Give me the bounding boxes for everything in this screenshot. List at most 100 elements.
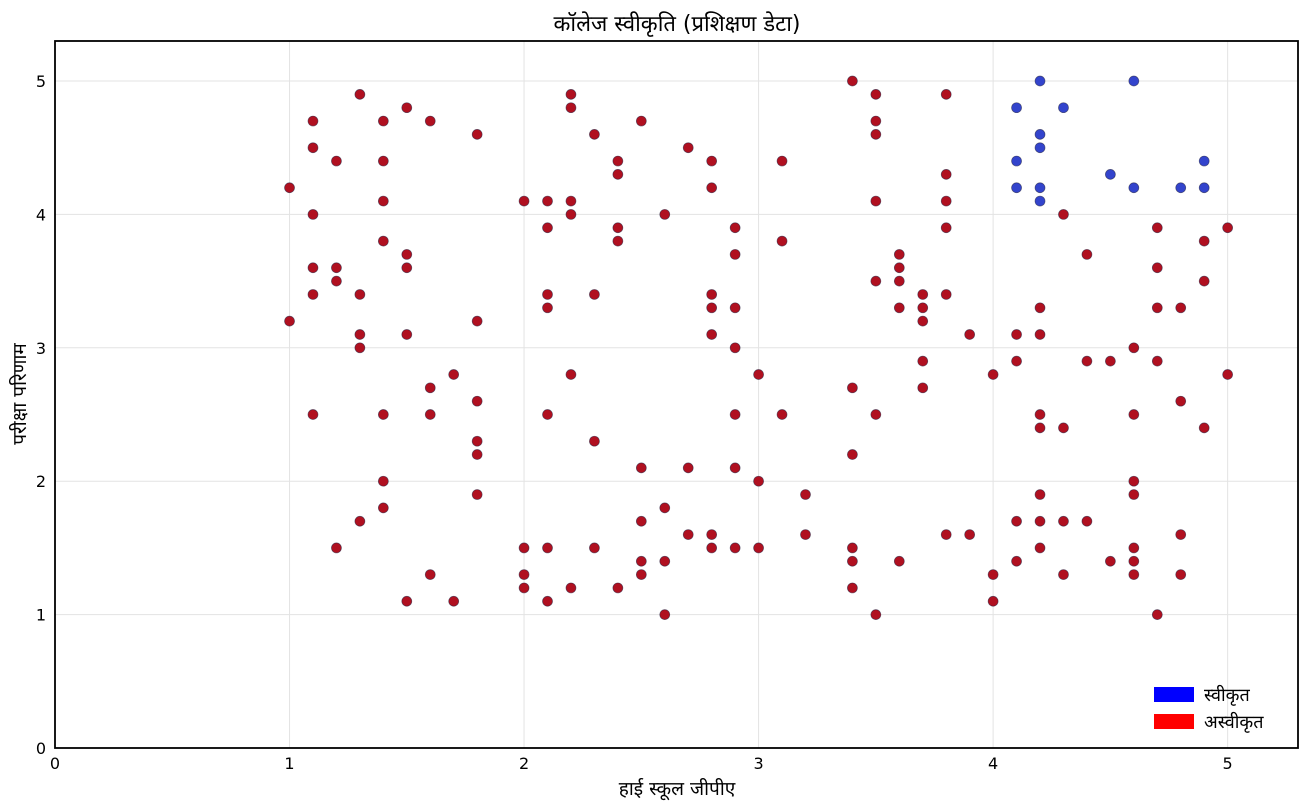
y-tick-label: 1 — [36, 606, 46, 625]
data-point-rejected — [471, 489, 483, 500]
data-point-rejected — [354, 329, 366, 340]
data-point-rejected — [940, 195, 952, 207]
data-point-rejected — [1175, 395, 1187, 407]
data-point-rejected — [987, 369, 999, 380]
data-point-rejected — [917, 355, 929, 367]
data-point-rejected — [589, 542, 600, 554]
data-point-rejected — [1011, 555, 1022, 567]
data-point-rejected — [1105, 355, 1116, 367]
data-point-rejected — [776, 155, 788, 167]
data-point-rejected — [1011, 515, 1022, 527]
data-point-rejected — [870, 275, 882, 287]
data-point-rejected — [1198, 275, 1210, 287]
data-point-rejected — [471, 449, 483, 460]
data-point-rejected — [870, 89, 882, 100]
y-axis-label: परीक्षा परिणाम — [8, 343, 31, 445]
plot-area-frame — [54, 40, 1299, 749]
data-point-rejected — [307, 115, 319, 127]
data-point-rejected — [917, 315, 929, 327]
data-point-rejected — [471, 129, 483, 140]
data-point-rejected — [424, 569, 436, 580]
data-point-rejected — [589, 129, 600, 140]
x-axis-label: हाई स्कूल जीपीए — [619, 777, 736, 801]
data-point-accepted — [1034, 129, 1046, 140]
data-point-rejected — [659, 555, 671, 567]
data-point-rejected — [635, 555, 647, 567]
data-point-rejected — [1222, 222, 1233, 234]
data-point-rejected — [1151, 302, 1163, 314]
data-point-rejected — [307, 142, 319, 154]
data-point-accepted — [1034, 75, 1046, 87]
data-point-rejected — [729, 409, 741, 420]
data-point-rejected — [542, 409, 553, 420]
data-point-accepted — [1011, 102, 1022, 114]
data-point-rejected — [1081, 515, 1093, 527]
data-point-rejected — [354, 289, 366, 300]
data-points — [284, 75, 1233, 620]
data-point-accepted — [1011, 182, 1022, 194]
data-point-rejected — [424, 115, 436, 127]
data-point-rejected — [307, 289, 319, 300]
data-point-rejected — [635, 569, 647, 580]
data-point-rejected — [682, 462, 694, 474]
data-point-rejected — [377, 115, 389, 127]
data-point-rejected — [659, 209, 671, 220]
data-point-rejected — [800, 489, 811, 500]
data-point-accepted — [1011, 155, 1022, 167]
legend-swatch-accepted — [1154, 687, 1194, 702]
data-point-rejected — [729, 302, 741, 314]
data-point-rejected — [354, 515, 366, 527]
data-point-rejected — [354, 342, 366, 354]
data-point-rejected — [940, 529, 952, 540]
data-point-rejected — [1222, 369, 1233, 380]
y-tick-label: 4 — [36, 205, 46, 224]
data-point-rejected — [1058, 209, 1069, 220]
data-point-rejected — [753, 475, 764, 487]
data-point-rejected — [1081, 355, 1093, 367]
data-point-rejected — [1058, 422, 1069, 434]
data-point-rejected — [893, 555, 905, 567]
data-point-rejected — [448, 595, 460, 607]
data-point-rejected — [1128, 569, 1140, 580]
data-point-rejected — [401, 595, 413, 607]
x-tick-label: 0 — [50, 754, 60, 773]
data-point-rejected — [542, 595, 553, 607]
data-point-rejected — [776, 409, 788, 420]
data-point-rejected — [870, 115, 882, 127]
data-point-rejected — [870, 409, 882, 420]
data-point-rejected — [518, 569, 530, 580]
data-point-rejected — [1034, 542, 1046, 554]
y-tick-label: 2 — [36, 472, 46, 491]
y-tick-label: 0 — [36, 739, 46, 758]
data-point-rejected — [1034, 489, 1046, 500]
data-point-rejected — [635, 115, 647, 127]
data-point-rejected — [1034, 409, 1046, 420]
data-point-rejected — [1175, 529, 1187, 540]
data-point-rejected — [870, 195, 882, 207]
data-point-rejected — [847, 582, 858, 594]
data-point-rejected — [706, 302, 718, 314]
x-tick-label: 4 — [988, 754, 998, 773]
legend-label-accepted: स्वीकृत — [1204, 684, 1250, 706]
data-point-rejected — [518, 195, 530, 207]
data-point-rejected — [1128, 475, 1140, 487]
data-point-rejected — [893, 249, 905, 260]
data-point-rejected — [377, 195, 389, 207]
data-point-rejected — [1175, 302, 1187, 314]
data-point-rejected — [729, 462, 741, 474]
data-point-rejected — [847, 382, 858, 394]
data-point-rejected — [1198, 235, 1210, 247]
data-point-rejected — [471, 395, 483, 407]
data-point-rejected — [377, 475, 389, 487]
y-tick-label: 3 — [36, 339, 46, 358]
data-point-accepted — [1034, 142, 1046, 154]
data-point-rejected — [706, 542, 718, 554]
data-point-rejected — [612, 222, 624, 234]
data-point-rejected — [659, 502, 671, 514]
data-point-rejected — [565, 369, 577, 380]
chart-title: कॉलेज स्वीकृति (प्रशिक्षण डेटा) — [553, 11, 800, 37]
data-point-rejected — [612, 155, 624, 167]
data-point-rejected — [331, 542, 342, 554]
data-point-rejected — [893, 275, 905, 287]
